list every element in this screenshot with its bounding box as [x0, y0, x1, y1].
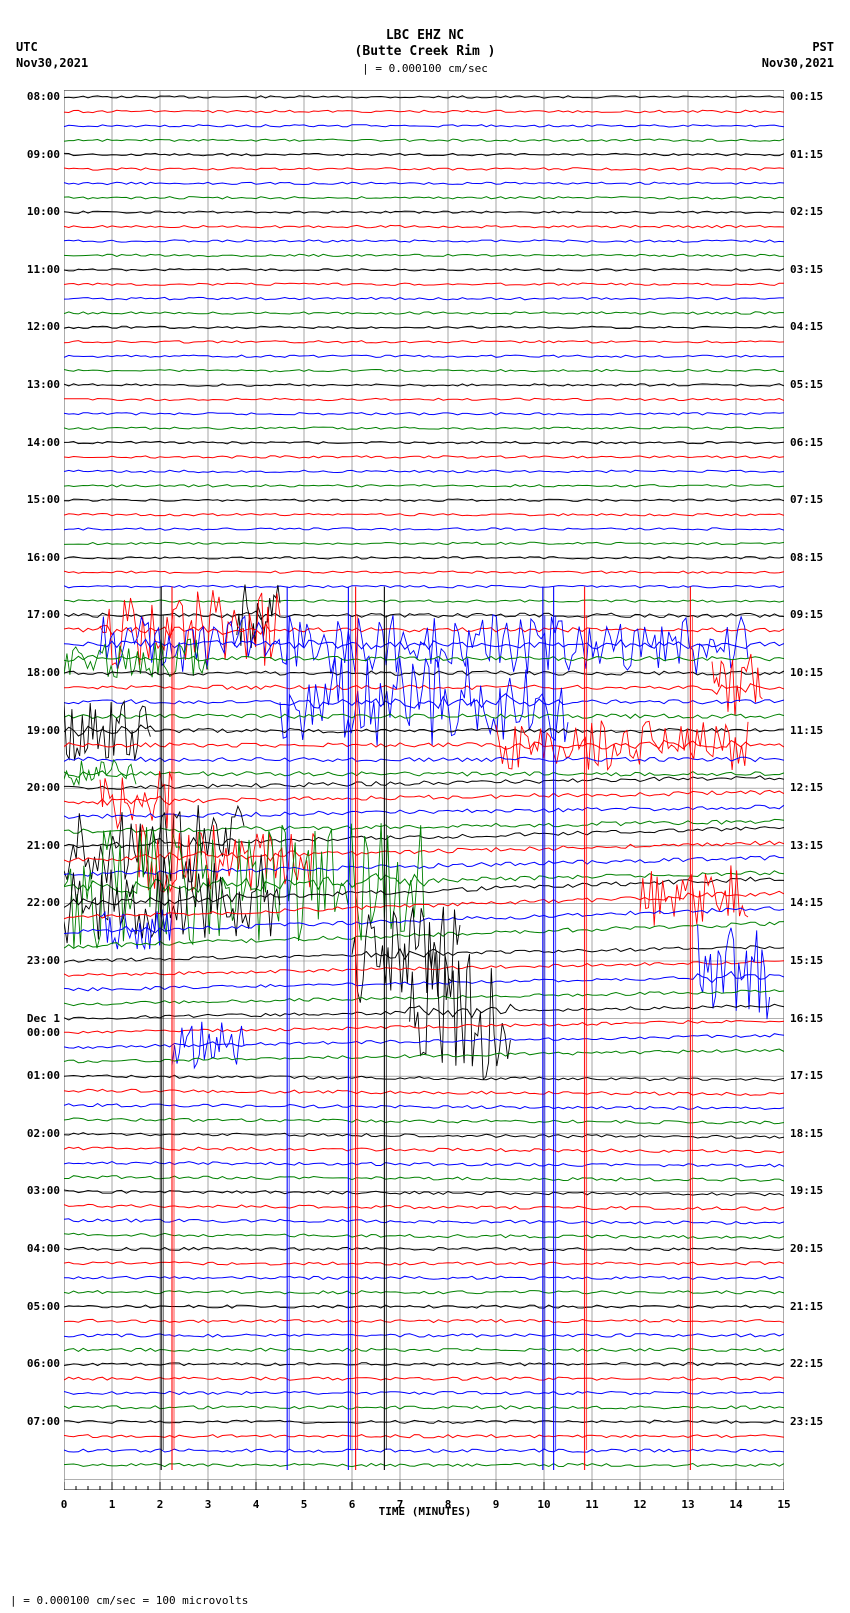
- pst-tick: 12:15: [790, 781, 823, 794]
- xaxis-tick: 7: [397, 1498, 404, 1511]
- utc-tick: 15:00: [10, 493, 60, 506]
- xaxis-tick: 6: [349, 1498, 356, 1511]
- pst-tick: 03:15: [790, 263, 823, 276]
- xaxis-tick: 10: [537, 1498, 550, 1511]
- footer-note: | = 0.000100 cm/sec = 100 microvolts: [10, 1594, 248, 1607]
- pst-tick: 10:15: [790, 666, 823, 679]
- utc-tick: 17:00: [10, 608, 60, 621]
- utc-tick: 21:00: [10, 839, 60, 852]
- utc-date: Nov30,2021: [16, 56, 88, 70]
- utc-tick: 06:00: [10, 1357, 60, 1370]
- utc-tick: 19:00: [10, 724, 60, 737]
- pst-tick: 08:15: [790, 551, 823, 564]
- utc-tick: 08:00: [10, 90, 60, 103]
- xaxis-tick: 14: [729, 1498, 742, 1511]
- xaxis-tick: 12: [633, 1498, 646, 1511]
- utc-tick: 13:00: [10, 378, 60, 391]
- utc-label: UTC: [16, 40, 38, 54]
- pst-date: Nov30,2021: [762, 56, 834, 70]
- utc-tick: 10:00: [10, 205, 60, 218]
- utc-tick: 16:00: [10, 551, 60, 564]
- utc-tick: 01:00: [10, 1069, 60, 1082]
- utc-tick: 23:00: [10, 954, 60, 967]
- pst-label: PST: [812, 40, 834, 54]
- pst-tick: 06:15: [790, 436, 823, 449]
- utc-tick: 20:00: [10, 781, 60, 794]
- xaxis-tick: 11: [585, 1498, 598, 1511]
- utc-tick: 05:00: [10, 1300, 60, 1313]
- station-title: LBC EHZ NC: [0, 28, 850, 43]
- xaxis-tick: 15: [777, 1498, 790, 1511]
- utc-tick: 09:00: [10, 148, 60, 161]
- pst-tick: 20:15: [790, 1242, 823, 1255]
- xaxis-tick: 8: [445, 1498, 452, 1511]
- helicorder-plot: [64, 90, 784, 1490]
- utc-tick: 22:00: [10, 896, 60, 909]
- scale-indicator: | = 0.000100 cm/sec: [0, 62, 850, 75]
- utc-tick: 14:00: [10, 436, 60, 449]
- pst-tick: 02:15: [790, 205, 823, 218]
- utc-tick: 00:00: [10, 1026, 60, 1039]
- xaxis-tick: 13: [681, 1498, 694, 1511]
- xaxis-tick: 2: [157, 1498, 164, 1511]
- pst-tick: 01:15: [790, 148, 823, 161]
- station-subtitle: (Butte Creek Rim ): [0, 44, 850, 59]
- pst-tick: 14:15: [790, 896, 823, 909]
- pst-tick: 19:15: [790, 1184, 823, 1197]
- pst-tick: 05:15: [790, 378, 823, 391]
- pst-tick: 11:15: [790, 724, 823, 737]
- pst-tick: 18:15: [790, 1127, 823, 1140]
- utc-tick: 03:00: [10, 1184, 60, 1197]
- utc-tick: 07:00: [10, 1415, 60, 1428]
- utc-tick: 18:00: [10, 666, 60, 679]
- xaxis-tick: 3: [205, 1498, 212, 1511]
- pst-tick: 17:15: [790, 1069, 823, 1082]
- xaxis-tick: 4: [253, 1498, 260, 1511]
- pst-tick: 23:15: [790, 1415, 823, 1428]
- pst-tick: 09:15: [790, 608, 823, 621]
- pst-tick: 04:15: [790, 320, 823, 333]
- pst-tick: 15:15: [790, 954, 823, 967]
- pst-tick: 13:15: [790, 839, 823, 852]
- xaxis-tick: 1: [109, 1498, 116, 1511]
- utc-tick: 12:00: [10, 320, 60, 333]
- utc-tick: 11:00: [10, 263, 60, 276]
- xaxis-tick: 9: [493, 1498, 500, 1511]
- pst-tick: 22:15: [790, 1357, 823, 1370]
- xaxis-label: TIME (MINUTES): [0, 1505, 850, 1518]
- pst-tick: 00:15: [790, 90, 823, 103]
- xaxis-tick: 0: [61, 1498, 68, 1511]
- utc-tick: 02:00: [10, 1127, 60, 1140]
- utc-tick: 04:00: [10, 1242, 60, 1255]
- pst-tick: 21:15: [790, 1300, 823, 1313]
- utc-tick: Dec 1: [10, 1012, 60, 1025]
- xaxis-tick: 5: [301, 1498, 308, 1511]
- pst-tick: 07:15: [790, 493, 823, 506]
- pst-tick: 16:15: [790, 1012, 823, 1025]
